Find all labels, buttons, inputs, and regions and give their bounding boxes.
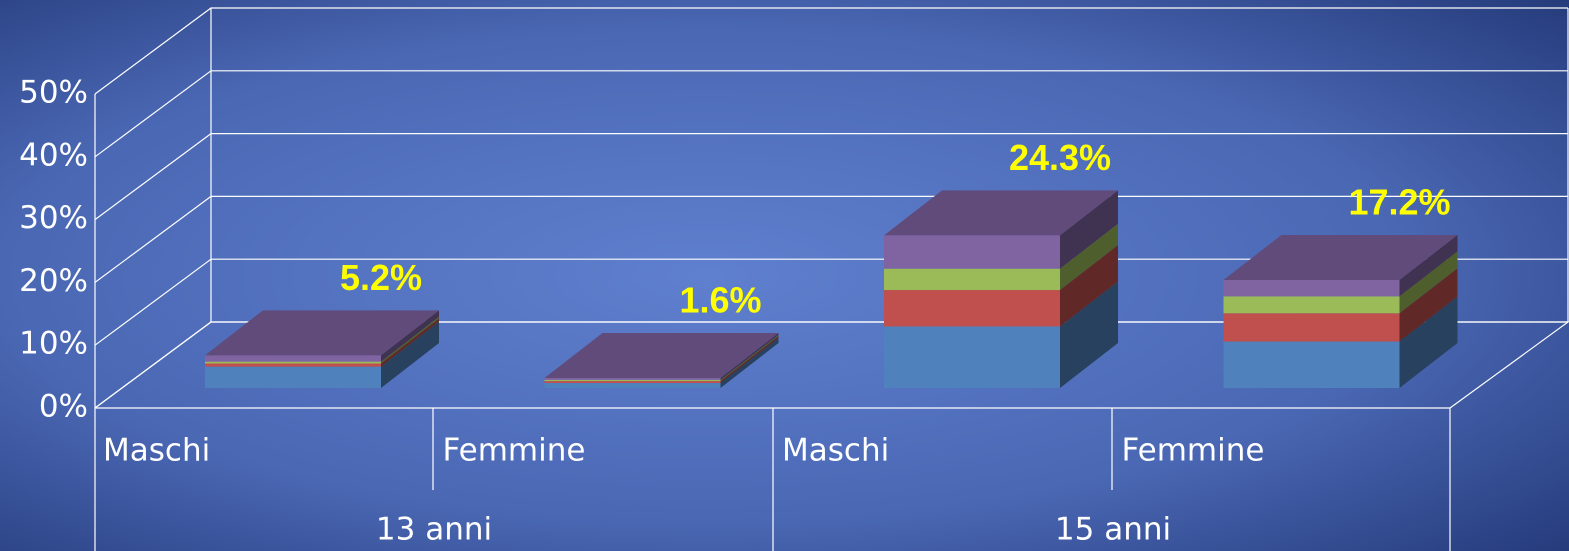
bar-front: [544, 382, 721, 388]
group-label: 13 anni: [376, 512, 492, 548]
bar-side: [381, 316, 439, 364]
bar-side: [1399, 251, 1458, 314]
bar-front: [205, 366, 381, 388]
bar-front: [544, 379, 721, 382]
bar-front: [884, 268, 1060, 291]
data-label: 1.6%: [679, 279, 761, 320]
bar-front: [205, 355, 381, 362]
bar-side: [720, 332, 779, 380]
y-tick-label: 10%: [19, 326, 88, 362]
bar-front: [884, 235, 1060, 269]
bar-side: [1060, 190, 1118, 269]
bar-front: [544, 381, 721, 383]
bar-side: [1399, 234, 1458, 297]
bar-front: [1223, 313, 1400, 342]
bar-front: [205, 363, 381, 367]
bar-side: [720, 334, 779, 382]
y-tick-label: 20%: [19, 263, 88, 299]
bar-side: [1399, 296, 1458, 388]
x-tick-label: Femmine: [1122, 433, 1265, 469]
x-tick-label: Maschi: [103, 433, 210, 469]
bar-side: [1399, 268, 1458, 342]
bar-side: [720, 337, 779, 388]
y-tick-label: 0%: [39, 389, 88, 425]
bar-front: [1223, 279, 1400, 297]
y-tick-label: 30%: [19, 200, 88, 236]
bar-front: [1223, 341, 1400, 388]
bar-front: [205, 361, 381, 364]
bar-front: [1223, 296, 1400, 314]
bar-side: [720, 336, 779, 383]
bar-top: [205, 310, 439, 356]
bar-top: [1223, 234, 1458, 280]
bar-side: [381, 321, 439, 388]
bar-side: [1060, 245, 1118, 327]
bar-top: [544, 332, 779, 378]
data-label: 17.2%: [1348, 181, 1450, 222]
bar-side: [1060, 223, 1118, 291]
group-label: 15 anni: [1055, 512, 1171, 548]
bar-front: [884, 290, 1060, 327]
data-label: 5.2%: [340, 257, 422, 298]
y-tick-label: 40%: [19, 137, 88, 173]
x-tick-label: Maschi: [782, 433, 889, 469]
x-tick-label: Femmine: [443, 433, 586, 469]
bar-front: [544, 377, 721, 380]
bar-front: [884, 326, 1060, 388]
bar-side: [381, 318, 439, 367]
data-label: 24.3%: [1009, 137, 1111, 178]
bar-side: [1060, 281, 1118, 388]
bar-top: [884, 190, 1118, 236]
y-tick-label: 50%: [19, 75, 88, 111]
bar-side: [381, 310, 439, 362]
